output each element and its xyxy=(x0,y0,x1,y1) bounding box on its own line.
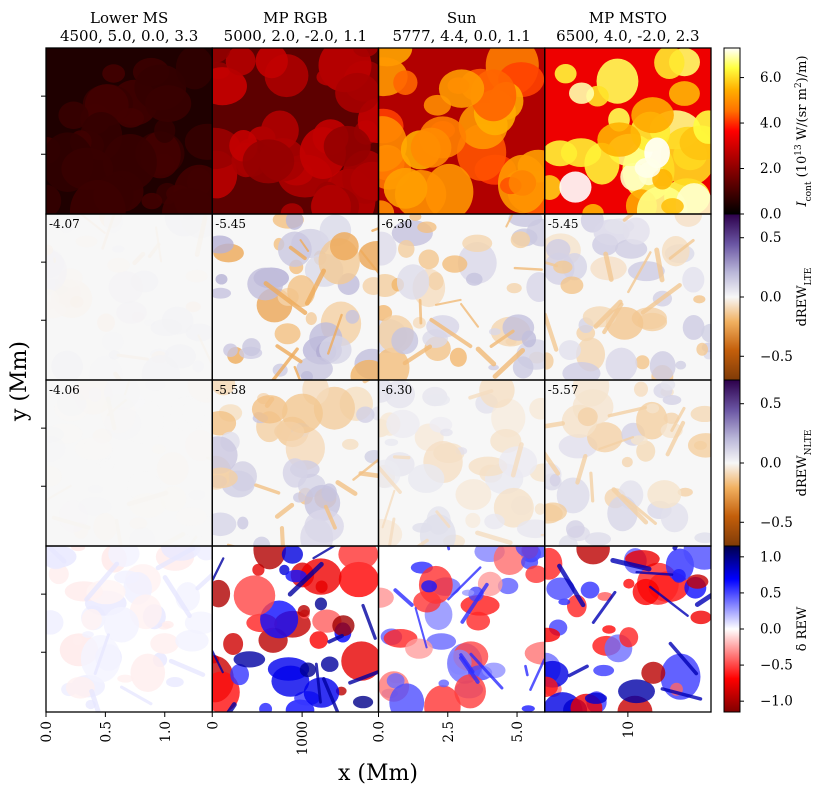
colorbar-tick-label: 0.0 xyxy=(760,290,781,306)
colorbar-tick-label: 1.0 xyxy=(760,549,781,565)
column-title-params: 6500, 4.0, -2.0, 2.3 xyxy=(556,27,699,45)
colorbar-tick-label: 0.5 xyxy=(760,230,781,246)
column-title-name: Lower MS xyxy=(90,9,168,27)
x-tick-label: 0.0 xyxy=(39,721,55,742)
panel-value-label: -5.45 xyxy=(215,217,246,231)
colorbar-tick-label: −1.0 xyxy=(760,694,793,710)
heatmap-panel-I_cont-2 xyxy=(212,48,379,214)
heatmap-panel-I_cont-3 xyxy=(378,48,545,214)
heatmap-panel-deltaREW-3 xyxy=(378,546,545,712)
colorbar-label-deltaREW: δ REW xyxy=(795,606,810,651)
column-title-params: 5000, 2.0, -2.0, 1.1 xyxy=(224,27,367,45)
colorbar-tick-label: 6.0 xyxy=(760,70,781,86)
colorbar-I_cont xyxy=(724,48,740,214)
heatmap-panel-deltaREW-1 xyxy=(46,546,213,712)
x-tick-label: 2.5 xyxy=(441,721,457,742)
panel-value-label: -6.30 xyxy=(382,383,413,397)
colorbar-tick-label: 0.0 xyxy=(760,207,781,223)
column-title-params: 4500, 5.0, 0.0, 3.3 xyxy=(60,27,198,45)
panel-value-label: -4.06 xyxy=(49,383,80,397)
heatmap-panel-dREW_NLTE-4 xyxy=(544,380,711,546)
heatmap-panel-deltaREW-2 xyxy=(212,546,379,712)
x-tick-label: 0.5 xyxy=(98,721,114,742)
column-title-name: MP MSTO xyxy=(589,9,667,27)
heatmap-panel-deltaREW-4 xyxy=(544,546,711,712)
x-tick-label: 0 xyxy=(205,721,221,730)
colorbars: 0.0 2.0 4.0 6.0 Icont (1013 W/(sr m2)/m) 0.5 0… xyxy=(723,47,814,713)
x-tick-label: 5.0 xyxy=(510,721,526,742)
heatmap-panel-I_cont-4 xyxy=(544,48,711,214)
colorbar-label-dREW_NLTE: dREWNLTE xyxy=(795,430,814,497)
y-axis-label: y (Mm) xyxy=(7,341,32,422)
colorbar-tick-label: 2.0 xyxy=(760,161,781,177)
heatmap-panel-dREW_NLTE-3 xyxy=(378,380,545,546)
heatmap-panels xyxy=(46,48,711,712)
colorbar-tick-label: −0.5 xyxy=(760,658,793,674)
colorbar-tick-label: 0.0 xyxy=(760,456,781,472)
colorbar-label-I_cont: Icont (1013 W/(sr m2)/m) xyxy=(794,55,814,207)
colorbar-label-dREW_LTE: dREWLTE xyxy=(795,268,814,327)
panel-value-label: -6.30 xyxy=(382,217,413,231)
heatmap-panel-dREW_NLTE-2 xyxy=(212,380,379,546)
heatmap-panel-I_cont-1 xyxy=(46,48,213,214)
x-tick-label: 1000 xyxy=(295,721,311,755)
heatmap-panel-dREW_LTE-4 xyxy=(544,214,711,380)
colorbar-deltaREW xyxy=(724,546,740,712)
column-title-params: 5777, 4.4, 0.0, 1.1 xyxy=(392,27,530,45)
heatmap-panel-dREW_LTE-1 xyxy=(46,214,213,380)
colorbar-tick-label: −0.5 xyxy=(760,349,793,365)
axes: -4.07 -5.45 -6.30 -5.45 -4.06 -5.58 -6.30 -5.57… xyxy=(39,47,712,755)
colorbar-tick-label: 4.0 xyxy=(760,116,781,132)
colorbar-tick-label: 0.5 xyxy=(760,585,781,601)
colorbar-dREW_LTE xyxy=(724,214,740,380)
panel-value-label: -5.57 xyxy=(548,383,579,397)
colorbar-tick-label: 0.0 xyxy=(760,622,781,638)
colorbar-dREW_NLTE xyxy=(724,380,740,546)
colorbar-tick-label: −0.5 xyxy=(760,515,793,531)
column-title-name: MP RGB xyxy=(263,9,328,27)
panel-value-label: -4.07 xyxy=(49,217,80,231)
heatmap-panel-dREW_LTE-3 xyxy=(378,214,545,380)
column-title-name: Sun xyxy=(447,9,477,27)
x-axis-label: x (Mm) xyxy=(338,761,418,786)
x-tick-label: 10 xyxy=(621,721,637,738)
colorbar-tick-label: 0.5 xyxy=(760,396,781,412)
panel-value-label: -5.45 xyxy=(548,217,579,231)
heatmap-panel-dREW_NLTE-1 xyxy=(46,380,213,546)
heatmap-panel-dREW_LTE-2 xyxy=(212,214,379,380)
x-tick-label: 0.0 xyxy=(372,721,388,742)
panel-value-label: -5.58 xyxy=(215,383,246,397)
x-tick-label: 1.0 xyxy=(158,721,174,742)
